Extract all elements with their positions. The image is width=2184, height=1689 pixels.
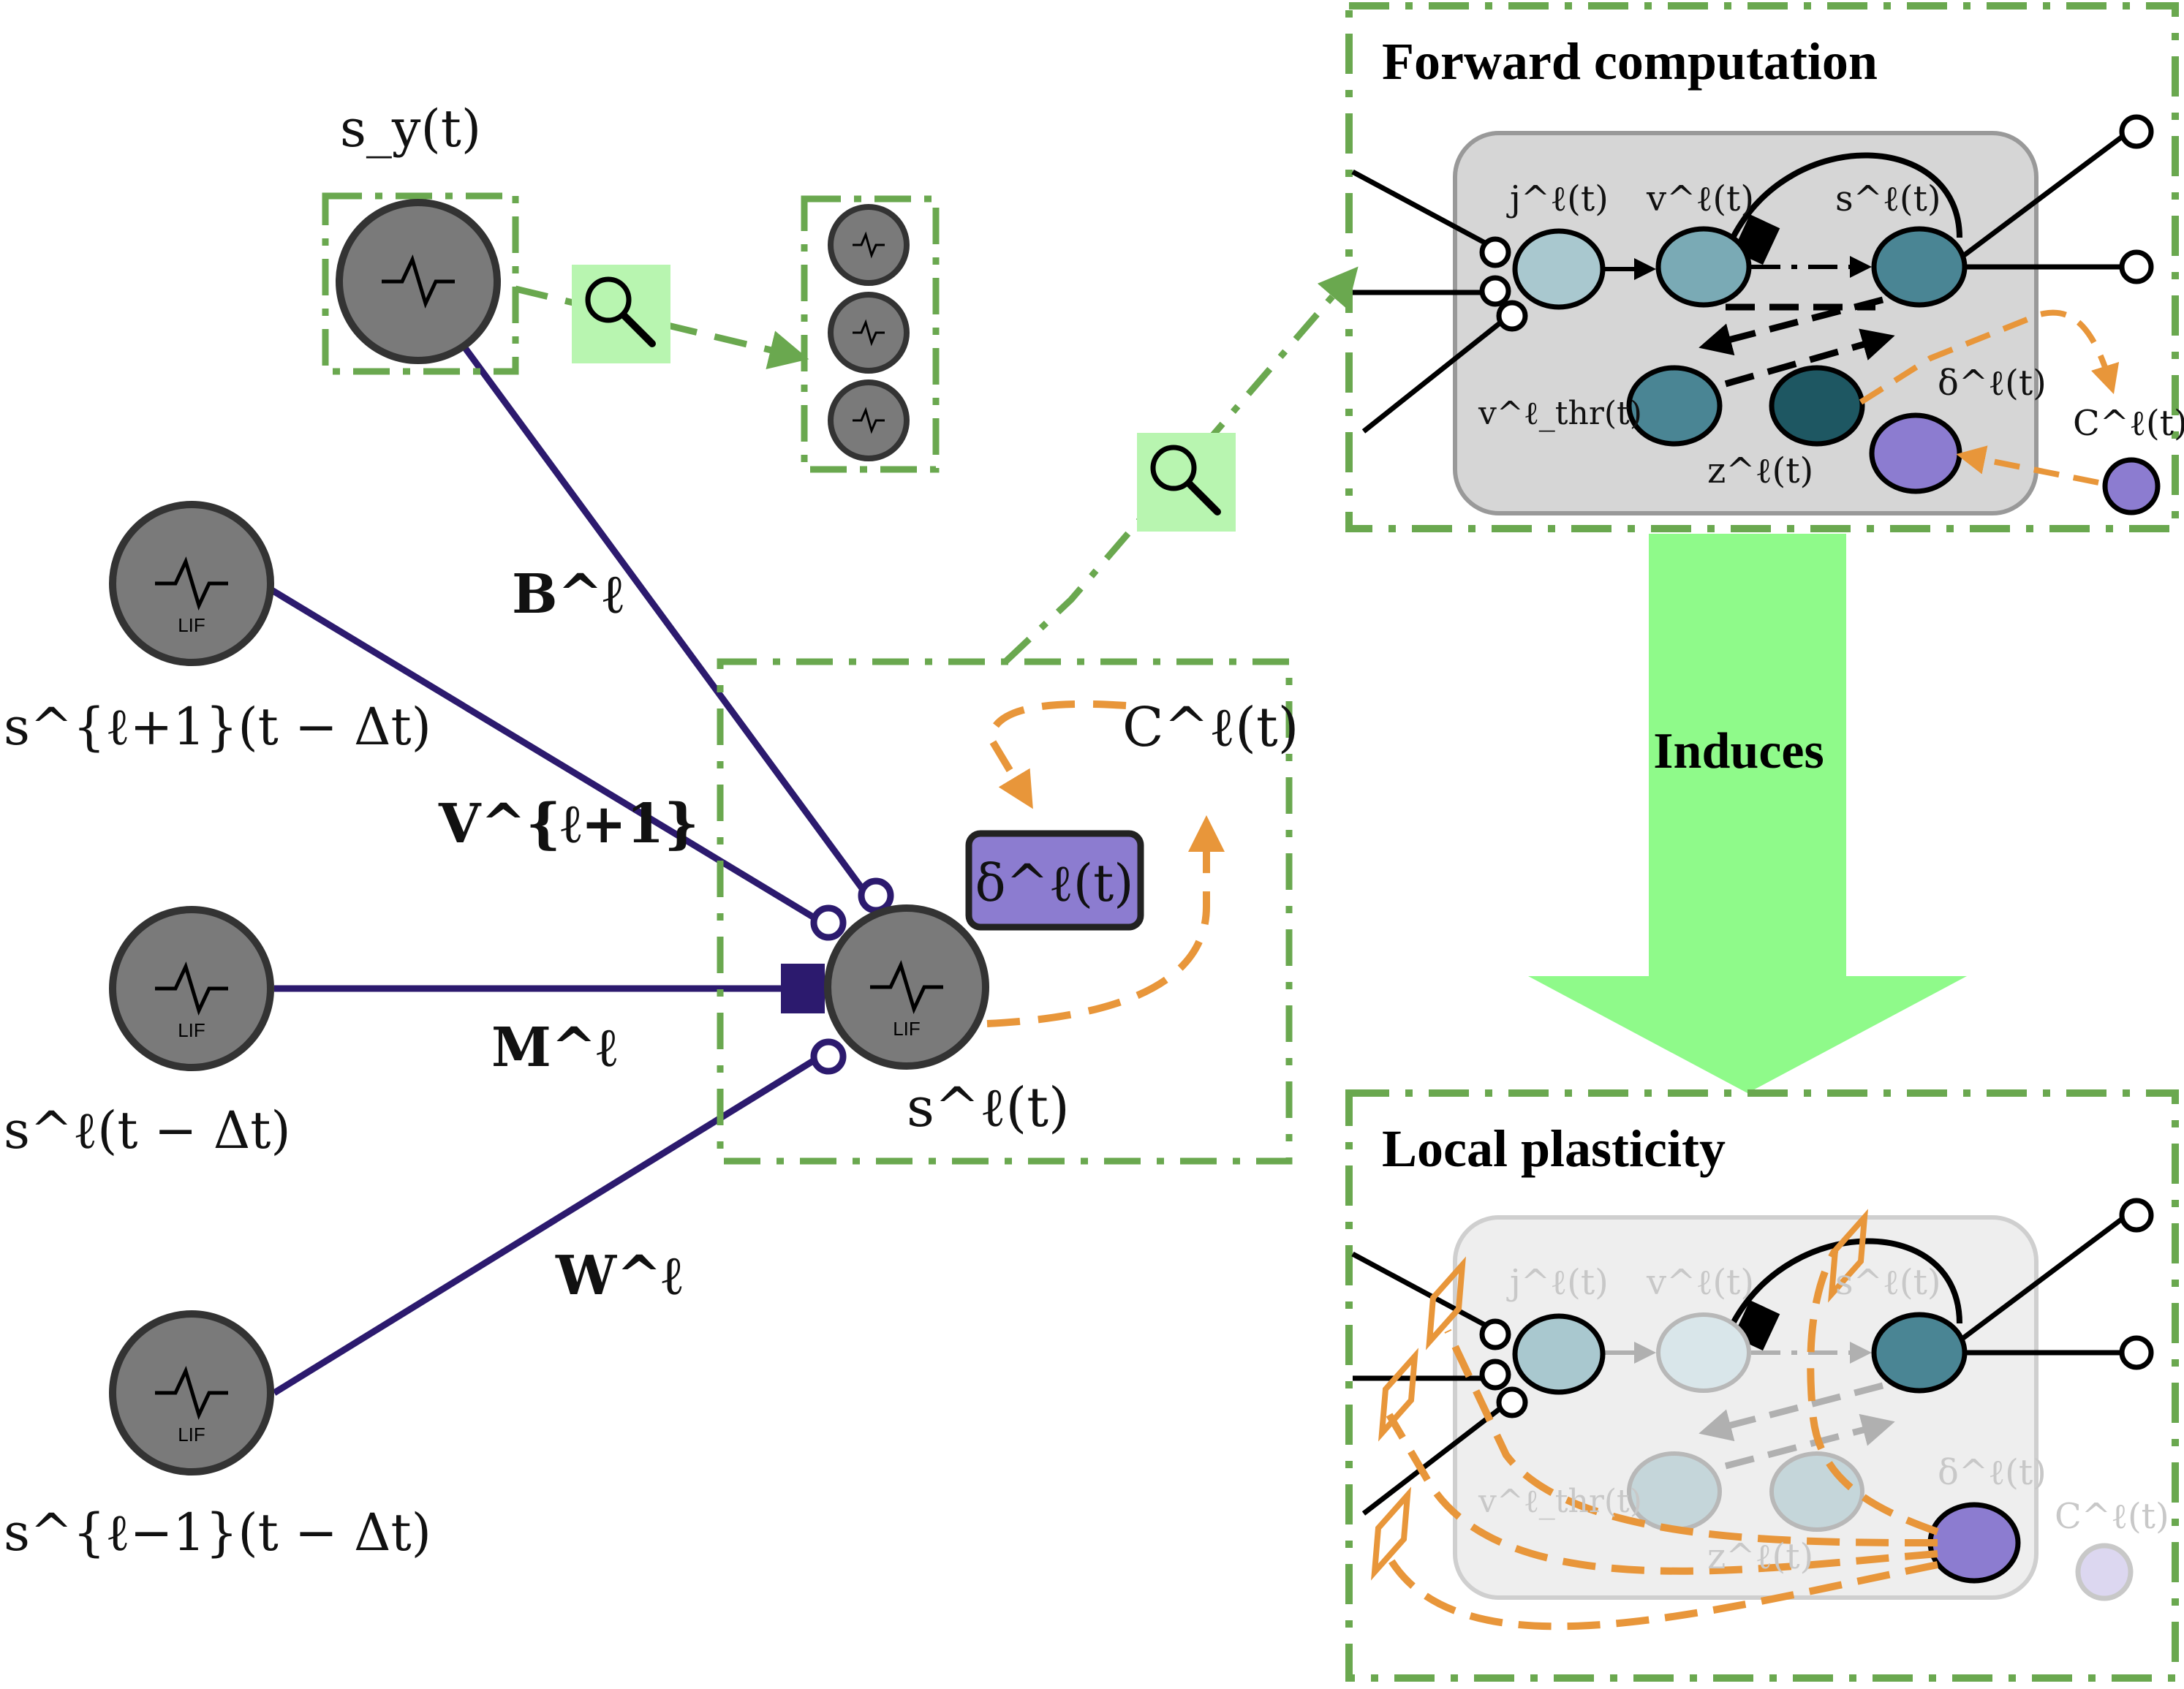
- local-label-C: C^ℓ(t): [2055, 1496, 2169, 1537]
- magnifier-icon: [585, 276, 632, 323]
- forward-output-wires: [1961, 114, 2154, 284]
- neuron-l-plus-1: LIF: [109, 501, 274, 666]
- weight-label-V: V^{ℓ+1}: [438, 793, 699, 855]
- synapse-B: [432, 305, 873, 902]
- weight-label-M: M^ℓ: [491, 1016, 617, 1079]
- node-s: [1871, 226, 1968, 308]
- local-inner-panel: [1453, 1215, 2038, 1600]
- local-nodes: [1512, 1312, 2134, 1601]
- fwd-label-vthr: v^ℓ_thr(t): [1478, 395, 1642, 432]
- local-label-z: z^ℓ(t): [1707, 1536, 1813, 1577]
- neuron-l-minus-1: LIF: [109, 1310, 274, 1475]
- inhibitory-synapse-terminal: [781, 964, 825, 1013]
- neuron-l-prev: LIF: [109, 906, 274, 1071]
- central-neuron: LIF: [824, 904, 989, 1070]
- sy-expanded-box: [801, 195, 940, 473]
- fwd-label-v: v^ℓ(t): [1646, 178, 1754, 219]
- excitatory-synapse-terminal-B: [858, 877, 894, 914]
- delta-box-label: δ^ℓ(t): [975, 853, 1133, 913]
- forward-nodes: [1512, 226, 2161, 515]
- orange-output-path: [986, 815, 1225, 1027]
- local-output-wires: [1961, 1198, 2154, 1370]
- forward-internal-arrows: [1598, 152, 1962, 388]
- local-node-z: [1769, 1451, 1864, 1532]
- label-s-l-prev: s^ℓ(t − Δt): [4, 1100, 291, 1160]
- local-label-j: j^ℓ(t): [1506, 1262, 1609, 1303]
- synapse-W: [272, 1050, 828, 1396]
- local-plasticity-traces: [1386, 1248, 1939, 1631]
- node-vthr: [1626, 365, 1723, 447]
- sy-neuron: [336, 199, 501, 364]
- excitatory-synapse-terminal-W: [810, 1038, 847, 1075]
- label-s-l-plus-1: s^{ℓ+1}(t − Δt): [4, 697, 431, 757]
- forward-title: Forward computation: [1382, 32, 1878, 91]
- local-input-wires: [1351, 1251, 1528, 1516]
- local-panel-box: [1345, 1089, 2179, 1682]
- forward-input-wires: [1351, 169, 1528, 434]
- fwd-label-delta: δ^ℓ(t): [1938, 363, 2047, 404]
- node-v: [1655, 226, 1752, 308]
- label-s-l: s^ℓ(t): [907, 1076, 1070, 1139]
- magnifier-1: [572, 265, 670, 363]
- local-label-s: s^ℓ(t): [1835, 1262, 1941, 1303]
- local-node-delta: [1927, 1502, 2021, 1584]
- magnifier-icon: [1150, 445, 1197, 491]
- excitatory-synapse-terminal-V: [810, 904, 847, 941]
- sy-label: s_y(t): [340, 99, 481, 159]
- label-C: C^ℓ(t): [1122, 696, 1299, 759]
- synapse-V: [261, 582, 828, 928]
- local-title: Local plasticity: [1382, 1119, 1726, 1178]
- local-plasticity-diamonds: [1371, 1209, 1868, 1581]
- fwd-label-z: z^ℓ(t): [1707, 450, 1813, 491]
- local-node-C: [2075, 1543, 2134, 1601]
- delta-box: δ^ℓ(t): [965, 830, 1144, 931]
- label-s-l-minus-1: s^{ℓ−1}(t − Δt): [4, 1503, 431, 1563]
- fwd-label-s: s^ℓ(t): [1835, 178, 1941, 219]
- fwd-label-C: C^ℓ(t): [2073, 403, 2184, 444]
- zoom-arrow-1: [514, 285, 809, 369]
- local-node-vthr: [1627, 1451, 1722, 1532]
- local-label-vthr: v^ℓ_thr(t): [1478, 1483, 1642, 1520]
- forward-orange-paths: [1859, 309, 2120, 405]
- fwd-label-j: j^ℓ(t): [1506, 178, 1609, 219]
- synapse-lines: [261, 305, 894, 1396]
- forward-inner-panel: [1453, 131, 2038, 515]
- weight-label-B: B^ℓ: [512, 563, 623, 626]
- node-C: [2102, 457, 2161, 515]
- induces-label: Induces: [1653, 723, 1824, 779]
- induces-arrow: [1528, 534, 1967, 1093]
- lif-label: LIF: [178, 1019, 205, 1041]
- local-node-v: [1656, 1312, 1751, 1393]
- magnifier-2: [1137, 433, 1236, 532]
- local-label-delta: δ^ℓ(t): [1938, 1452, 2047, 1493]
- forward-panel-box: [1345, 2, 2179, 532]
- sy-expanded-neurons: [828, 204, 910, 461]
- local-label-v: v^ℓ(t): [1646, 1262, 1754, 1303]
- node-j: [1512, 228, 1606, 310]
- node-delta: [1869, 412, 1962, 494]
- sy-group-box: [322, 192, 519, 375]
- central-group-box: [717, 658, 1293, 1165]
- orange-feedback-path: [986, 700, 1127, 809]
- local-node-s: [1871, 1312, 1968, 1394]
- lif-label: LIF: [178, 1424, 205, 1446]
- forward-orange-C-to-delta: [1956, 445, 2099, 485]
- local-node-j: [1512, 1313, 1606, 1395]
- lif-label: LIF: [178, 614, 205, 636]
- lif-label: LIF: [893, 1018, 921, 1040]
- node-z: [1769, 365, 1865, 447]
- weight-label-W: W^ℓ: [555, 1244, 682, 1307]
- zoom-arrow-2: [1002, 266, 1359, 665]
